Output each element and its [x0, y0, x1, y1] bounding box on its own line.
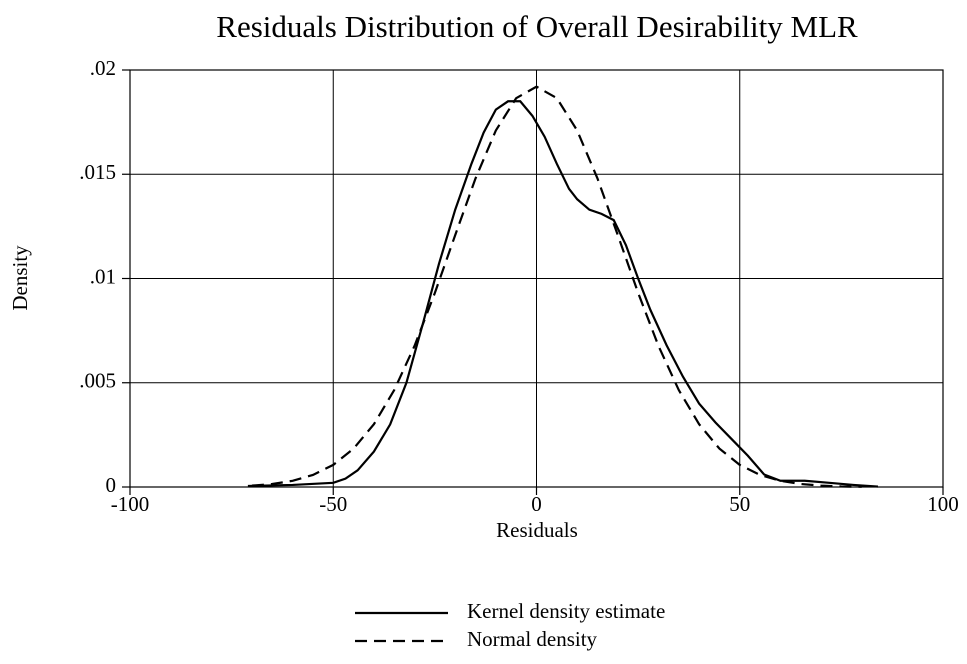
density-line [251, 85, 862, 488]
legend-label: Kernel density estimate [467, 599, 665, 623]
y-axis-title: Density [8, 245, 32, 311]
x-axis-title: Residuals [496, 518, 578, 542]
density-line [247, 100, 879, 488]
x-tick-label: 50 [729, 492, 750, 516]
x-tick-label: -50 [319, 492, 347, 516]
y-tick-label: .015 [79, 160, 116, 184]
chart-title: Residuals Distribution of Overall Desira… [216, 9, 858, 44]
legend-label: Normal density [467, 627, 598, 651]
y-tick-label: .02 [90, 56, 116, 80]
x-tick-label: 100 [927, 492, 959, 516]
y-tick-label: .01 [90, 264, 116, 288]
y-tick-label: 0 [106, 473, 117, 497]
plot-frame [129, 69, 944, 488]
y-tick-label: .005 [79, 369, 116, 393]
x-tick-label: 0 [531, 492, 542, 516]
x-tick-label: -100 [111, 492, 150, 516]
